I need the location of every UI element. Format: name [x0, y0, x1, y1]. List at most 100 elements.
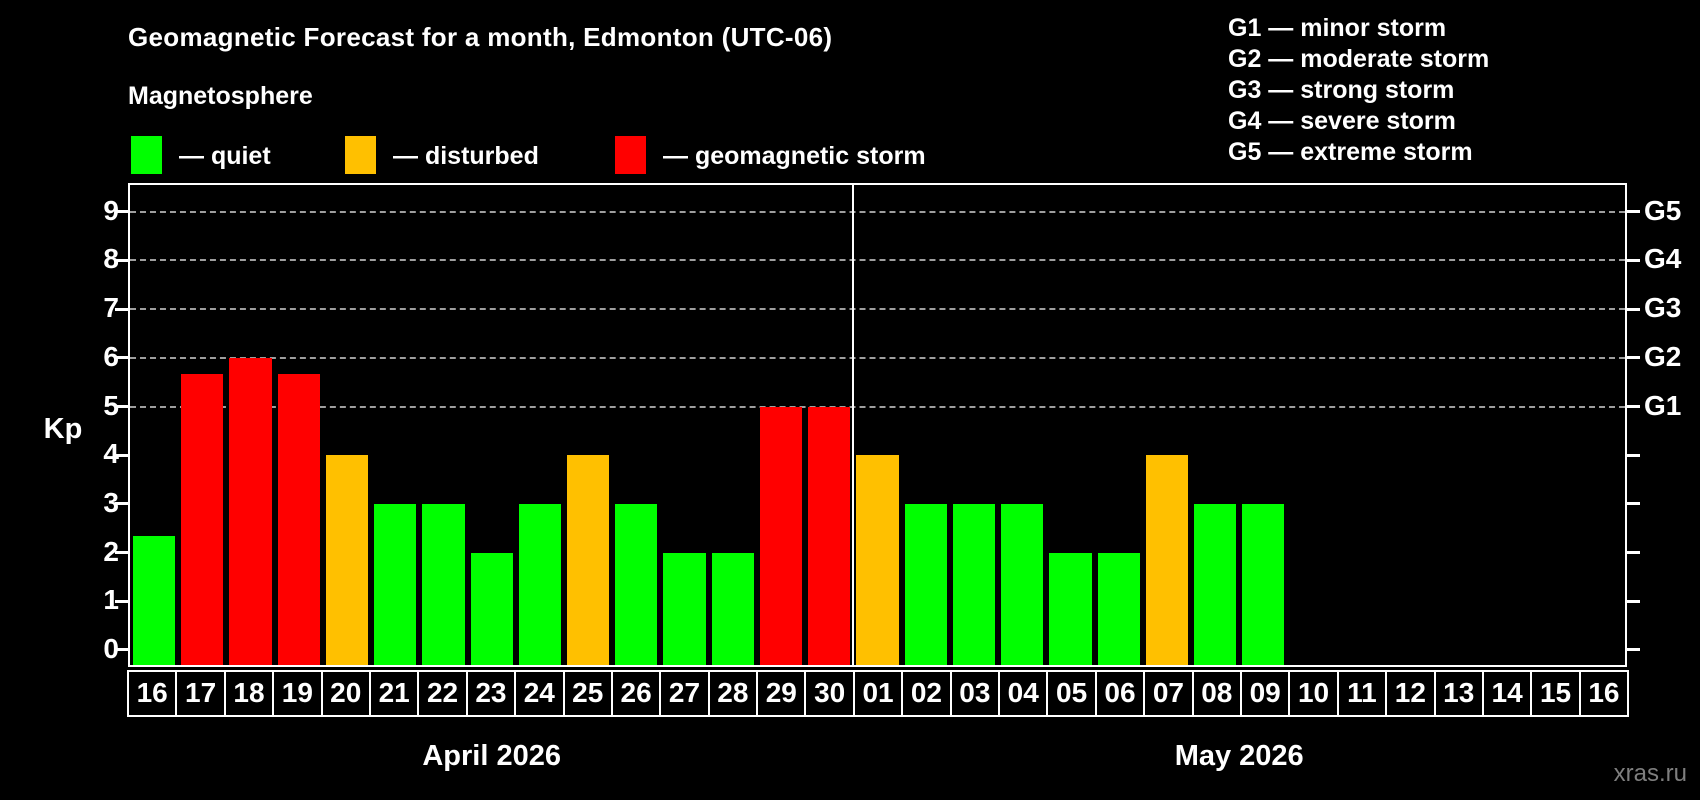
kp-bar-18 [229, 357, 272, 665]
chart-title: Geomagnetic Forecast for a month, Edmont… [128, 22, 833, 52]
month-label-may: May 2026 [1174, 740, 1304, 772]
right-tick-mark-3 [1627, 502, 1640, 506]
y-tick-label-2: 2 [103, 535, 119, 567]
y-tick-label-1: 1 [103, 584, 119, 616]
day-label-cell: 26 [613, 672, 662, 715]
day-label-cell: 29 [758, 672, 807, 715]
day-label-cell: 20 [323, 672, 371, 715]
day-label-cell: 23 [468, 672, 517, 715]
kp-bar-06 [1097, 552, 1140, 665]
day-label-cell: 03 [952, 672, 1001, 715]
legend-item-disturbed: — disturbed [345, 136, 675, 174]
legend-swatch-storm [615, 136, 646, 174]
right-tick-mark-6 [1627, 356, 1640, 360]
day-label-cell: 04 [1000, 672, 1049, 715]
watermark: xras.ru [1613, 760, 1687, 787]
day-label-cell: 15 [1532, 672, 1581, 715]
day-label-cell: 28 [710, 672, 759, 715]
kp-bar-24 [518, 503, 562, 665]
y-tick-label-4: 4 [103, 438, 119, 470]
day-label-cell: 01 [855, 672, 904, 715]
kp-bar-02 [904, 503, 947, 665]
kp-bar-28 [711, 552, 754, 665]
day-label-cell: 02 [903, 672, 952, 715]
kp-bar-16 [133, 536, 176, 665]
day-label-cell: 24 [516, 672, 565, 715]
legend-item-storm: — geomagnetic storm [615, 136, 945, 174]
y-tick-label-7: 7 [103, 292, 119, 324]
kp-bar-09 [1242, 503, 1285, 665]
right-tick-mark-9 [1627, 210, 1640, 214]
right-tick-mark-7 [1627, 307, 1640, 311]
y-tick-mark-6 [115, 356, 128, 360]
day-label-cell: 22 [419, 672, 468, 715]
kp-bar-08 [1193, 503, 1237, 665]
g-scale-legend: G1 — minor storm G2 — moderate storm G3 — … [1228, 13, 1489, 168]
day-label-cell: 30 [806, 672, 855, 715]
kp-bar-23 [470, 552, 513, 665]
day-label-cell: 21 [371, 672, 420, 715]
right-tick-mark-1 [1627, 599, 1640, 603]
day-label-cell: 17 [177, 672, 226, 715]
legend-item-quiet: — quiet [131, 136, 461, 174]
y-tick-label-0: 0 [103, 632, 119, 664]
y-tick-label-5: 5 [103, 389, 119, 421]
right-tick-mark-8 [1627, 258, 1640, 262]
gridline-kp6 [130, 356, 1625, 359]
gridline-kp5 [130, 405, 1625, 408]
month-divider [852, 185, 855, 665]
y-tick-mark-4 [115, 453, 128, 457]
day-label-cell: 25 [565, 672, 613, 715]
y-tick-mark-3 [115, 502, 128, 506]
legend-label-quiet: — quiet [179, 142, 271, 170]
g-scale-legend-line: G4 — severe storm [1228, 107, 1456, 135]
day-label-cell: 14 [1484, 672, 1533, 715]
gridline-kp9 [130, 210, 1625, 213]
kp-bar-17 [181, 373, 224, 665]
kp-bar-29 [759, 406, 803, 665]
g-scale-legend-line: G3 — strong storm [1228, 76, 1455, 104]
day-label-cell: 18 [226, 672, 275, 715]
kp-bar-25 [567, 455, 610, 665]
kp-bar-27 [663, 552, 706, 665]
kp-bar-26 [615, 503, 658, 665]
y-tick-mark-1 [115, 599, 128, 603]
kp-bar-22 [422, 503, 465, 665]
kp-bar-19 [277, 373, 320, 665]
kp-bar-21 [374, 503, 417, 665]
kp-bar-04 [1001, 503, 1044, 665]
right-tick-mark-5 [1627, 405, 1640, 408]
legend-swatch-disturbed [345, 136, 376, 174]
day-label-cell: 06 [1097, 672, 1146, 715]
day-label-cell: 19 [274, 672, 323, 715]
day-label-cell: 16 [129, 672, 178, 715]
right-axis-label-g1: G1 [1644, 389, 1682, 421]
day-label-cell: 11 [1339, 672, 1388, 715]
gridline-kp7 [130, 308, 1625, 311]
magnetosphere-label: Magnetosphere [128, 82, 313, 110]
y-tick-mark-9 [115, 210, 128, 214]
kp-bar-20 [325, 455, 369, 665]
day-label-cell: 27 [661, 672, 710, 715]
y-tick-mark-2 [115, 551, 128, 555]
month-label-april: April 2026 [422, 740, 561, 772]
plot-area [128, 183, 1627, 667]
right-tick-mark-4 [1627, 453, 1640, 457]
legend-label-disturbed: — disturbed [393, 142, 539, 170]
gridline-kp8 [130, 259, 1625, 262]
right-tick-mark-2 [1627, 551, 1640, 555]
right-axis-label-g2: G2 [1644, 340, 1682, 372]
day-label-cell: 13 [1436, 672, 1484, 715]
g-scale-legend-line: G5 — extreme storm [1228, 138, 1473, 166]
right-axis-label-g5: G5 [1644, 194, 1682, 226]
y-tick-label-3: 3 [103, 486, 119, 518]
y-tick-mark-5 [115, 405, 128, 408]
g-scale-legend-line: G2 — moderate storm [1228, 45, 1490, 73]
right-axis-label-g3: G3 [1644, 292, 1682, 324]
g-scale-legend-line: G1 — minor storm [1228, 14, 1447, 42]
y-tick-mark-0 [115, 648, 128, 652]
kp-axis-label: Kp [43, 413, 83, 445]
y-tick-mark-7 [115, 307, 128, 311]
legend-swatch-quiet [131, 136, 162, 174]
